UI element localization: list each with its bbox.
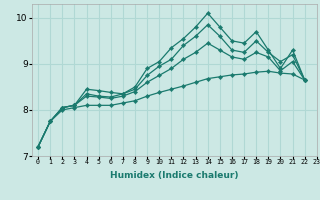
X-axis label: Humidex (Indice chaleur): Humidex (Indice chaleur): [110, 171, 239, 180]
